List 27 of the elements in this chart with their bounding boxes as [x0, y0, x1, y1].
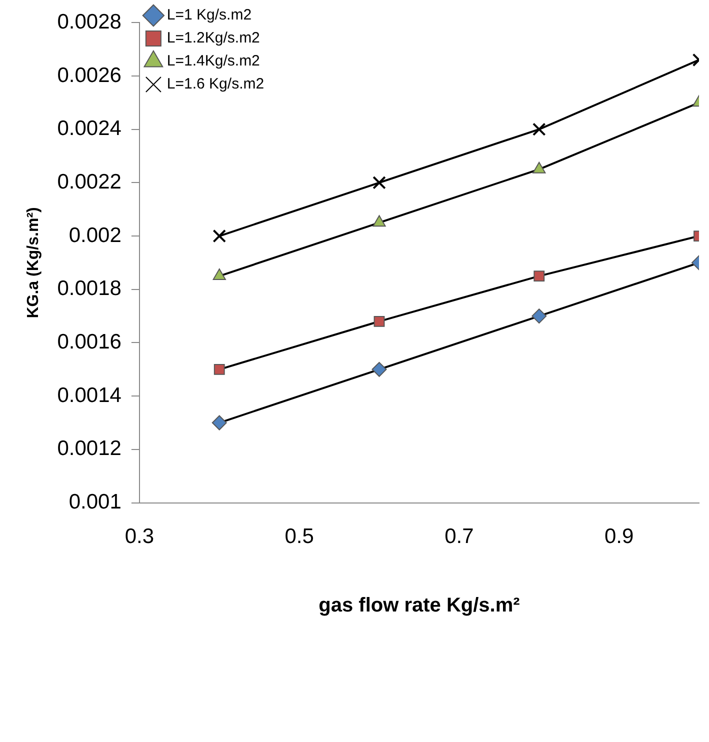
y-tick-label: 0.0016	[57, 330, 122, 354]
point	[212, 268, 226, 280]
legend-label: L=1.6 Kg/s.m2	[166, 76, 264, 93]
point	[372, 176, 386, 190]
y-tick-label: 0.0012	[57, 437, 122, 460]
point	[374, 316, 385, 327]
x-tick-label: 0.3	[124, 525, 154, 548]
y-tick-label: 0.001	[68, 490, 122, 514]
x-tick-label: 0.7	[444, 525, 474, 548]
point	[372, 362, 387, 377]
y-tick-label: 0.0024	[57, 117, 122, 140]
legend-label: L=1.2Kg/s.m2	[166, 30, 260, 47]
y-tick-label: 0.0014	[57, 384, 122, 407]
legend-label: L=1.4Kg/s.m2	[166, 52, 260, 70]
point	[214, 364, 225, 375]
y-tick-label: 0.0028	[57, 10, 122, 34]
point	[212, 229, 226, 243]
x-tick-label: 0.9	[604, 525, 634, 548]
x-axis-title: gas flow rate Kg/s.m²	[318, 594, 520, 617]
x-tick-label: 0.5	[284, 525, 314, 548]
point	[212, 415, 227, 430]
legend-label: L=1 Kg/s.m2	[166, 6, 252, 24]
y-tick-label: 0.0026	[57, 64, 122, 87]
y-tick-label: 0.0022	[57, 170, 122, 194]
y-tick-label: 0.002	[68, 224, 122, 247]
y-tick-label: 0.0018	[57, 277, 122, 300]
y-axis-title: KG.a (Kg/s.m²)	[25, 207, 42, 318]
